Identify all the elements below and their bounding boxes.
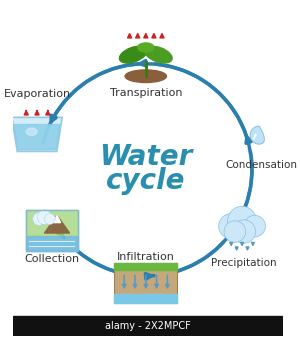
Text: Condensation: Condensation — [225, 160, 297, 170]
Text: alamy - 2X2MPCF: alamy - 2X2MPCF — [105, 321, 190, 331]
Circle shape — [37, 210, 52, 224]
Ellipse shape — [145, 46, 172, 63]
Ellipse shape — [26, 128, 37, 135]
Ellipse shape — [138, 43, 154, 52]
Ellipse shape — [119, 46, 147, 63]
FancyBboxPatch shape — [114, 263, 177, 303]
Ellipse shape — [125, 70, 166, 82]
FancyBboxPatch shape — [114, 263, 177, 270]
Polygon shape — [26, 210, 78, 235]
FancyBboxPatch shape — [26, 210, 78, 251]
Circle shape — [244, 215, 266, 237]
Polygon shape — [250, 126, 264, 144]
Bar — [13, 316, 283, 336]
Polygon shape — [12, 117, 62, 152]
Text: Water: Water — [99, 143, 192, 171]
Circle shape — [33, 213, 45, 225]
Text: Collection: Collection — [24, 254, 79, 264]
Circle shape — [232, 220, 256, 243]
Polygon shape — [53, 215, 61, 223]
Circle shape — [228, 206, 256, 235]
Polygon shape — [44, 215, 70, 233]
Text: Infiltration: Infiltration — [117, 252, 175, 262]
Text: Transpiration: Transpiration — [110, 88, 182, 98]
Text: Evaporation: Evaporation — [4, 89, 70, 99]
Text: Precipitation: Precipitation — [211, 258, 277, 268]
FancyBboxPatch shape — [26, 236, 78, 251]
Polygon shape — [14, 125, 60, 150]
Circle shape — [224, 221, 246, 242]
Circle shape — [44, 213, 55, 224]
Text: cycle: cycle — [106, 167, 185, 195]
Circle shape — [219, 213, 244, 239]
FancyBboxPatch shape — [114, 294, 177, 303]
